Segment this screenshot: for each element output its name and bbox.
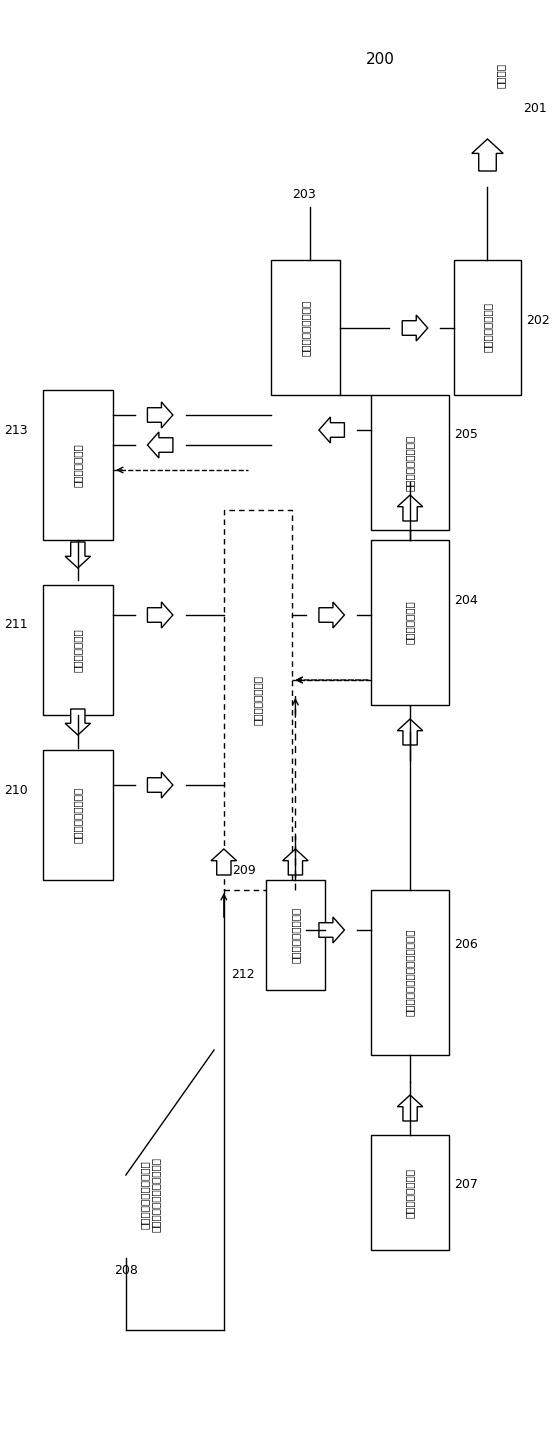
Polygon shape	[397, 1095, 423, 1121]
Text: 201: 201	[523, 101, 547, 114]
Polygon shape	[319, 416, 345, 442]
Bar	[371, 395, 449, 530]
Text: 逆変換モジュール: 逆変換モジュール	[482, 303, 492, 353]
Bar	[371, 891, 449, 1055]
Polygon shape	[397, 719, 423, 745]
Text: エントロピ同化复号モジュール: エントロピ同化复号モジュール	[405, 929, 415, 1016]
Bar	[224, 510, 292, 891]
Text: 212: 212	[231, 968, 255, 981]
Text: 203: 203	[292, 189, 316, 202]
Text: 206: 206	[454, 938, 478, 951]
Text: 211: 211	[4, 618, 28, 631]
Text: 209: 209	[231, 863, 255, 876]
Polygon shape	[148, 772, 173, 798]
Text: 走査順序セレクタ: 走査順序セレクタ	[253, 674, 263, 725]
Bar	[43, 391, 113, 540]
Text: 走査パターンリスト: 走査パターンリスト	[73, 787, 83, 843]
Text: 213: 213	[4, 424, 28, 437]
Bar	[454, 259, 521, 395]
Bar	[371, 540, 449, 705]
Polygon shape	[65, 542, 90, 568]
Text: 205: 205	[454, 428, 478, 441]
Polygon shape	[148, 432, 173, 458]
Text: ビットストリーム: ビットストリーム	[405, 1167, 415, 1218]
Polygon shape	[65, 709, 90, 735]
Text: デシリアライザ: デシリアライザ	[405, 601, 415, 644]
Text: 208: 208	[114, 1264, 138, 1277]
Polygon shape	[402, 316, 428, 342]
Text: 残差畫像: 残差畫像	[495, 62, 505, 88]
Text: 204: 204	[454, 594, 478, 607]
Bar	[43, 749, 113, 880]
Text: 207: 207	[454, 1179, 478, 1192]
Polygon shape	[148, 602, 173, 628]
Bar	[271, 259, 340, 395]
Polygon shape	[319, 602, 345, 628]
Bar	[266, 880, 325, 990]
Text: 走査順序生成器: 走査順序生成器	[73, 628, 83, 672]
Polygon shape	[148, 402, 173, 428]
Text: 210: 210	[4, 784, 28, 797]
Text: 逆量子化モジュール: 逆量子化モジュール	[300, 300, 310, 356]
Text: 係数分布推定器: 係数分布推定器	[73, 444, 83, 487]
Polygon shape	[319, 916, 345, 942]
Bar	[371, 1136, 449, 1249]
Text: チェックモジュール: チェックモジュール	[290, 906, 300, 963]
Text: 200: 200	[366, 52, 395, 66]
Text: 202: 202	[526, 314, 549, 327]
Polygon shape	[397, 496, 423, 522]
Bar	[43, 585, 113, 715]
Polygon shape	[211, 849, 236, 875]
Polygon shape	[472, 138, 503, 171]
Text: 量子化係数バッファ: 量子化係数バッファ	[405, 434, 415, 490]
Text: 予測、パーティション、
変換及び量子化パラメータ: 予測、パーティション、 変換及び量子化パラメータ	[139, 1157, 161, 1232]
Polygon shape	[282, 849, 308, 875]
